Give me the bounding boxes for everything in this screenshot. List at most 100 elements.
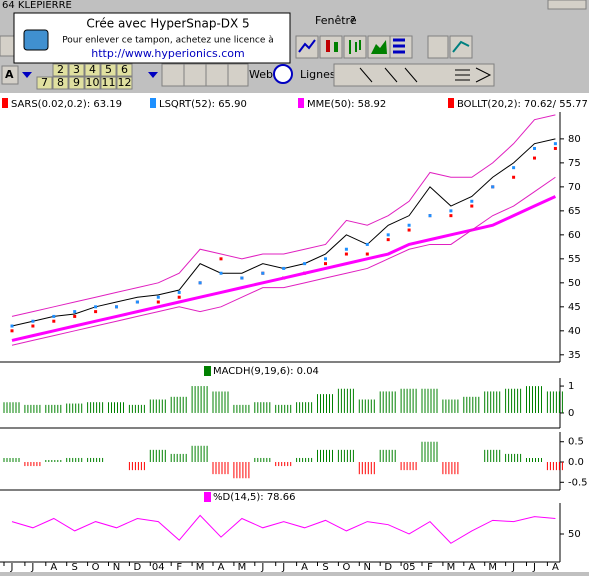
legend-swatch [448, 98, 454, 108]
indicator-dot [533, 146, 536, 150]
indicator-dot [324, 262, 327, 266]
indicator-dot [386, 238, 390, 242]
x-tick-label: J [532, 562, 536, 572]
panel-title: %D(14,5): 78.66 [213, 492, 295, 503]
menu-item[interactable]: ? [350, 14, 356, 27]
tool-button[interactable] [183, 63, 207, 87]
indicator-dot [10, 324, 14, 328]
x-tick-label: A [552, 562, 559, 572]
window-buttons[interactable] [547, 0, 587, 10]
button-label[interactable]: Lignes [300, 68, 336, 81]
indicator-dot [407, 228, 411, 232]
x-tick-label: S [322, 562, 328, 572]
x-tick-label: A [218, 562, 225, 572]
indicator-dot [31, 319, 35, 323]
indicator-dot [156, 295, 160, 299]
x-tick-label: J [10, 562, 14, 572]
indicator-dot [470, 199, 474, 203]
stamp-url[interactable]: http://www.hyperionics.com [91, 47, 245, 60]
tool-button[interactable] [319, 35, 343, 59]
stamp-text: Pour enlever ce tampon, achetez une lice… [62, 36, 274, 46]
bollinger-lower [11, 176, 556, 346]
period-label: 5 [105, 63, 112, 76]
period-button[interactable] [36, 76, 53, 90]
tool-button[interactable] [205, 63, 229, 87]
indicator-dot [282, 266, 286, 270]
y-tick-label: 0.0 [568, 457, 584, 468]
icon [298, 39, 316, 53]
indicator-dot [52, 319, 56, 323]
menu-item[interactable]: Fenêtre [315, 14, 357, 27]
period-button[interactable] [68, 63, 85, 77]
indicator-dot [156, 300, 160, 304]
y-tick-label: 80 [568, 134, 581, 145]
legend-label: MME(50): 58.92 [307, 99, 386, 110]
indicator-dot [365, 252, 369, 256]
toolbar [0, 35, 473, 59]
button-label[interactable]: Web [249, 68, 273, 81]
series-line [11, 514, 556, 544]
indicator-dot [177, 290, 181, 294]
line-tools[interactable] [333, 63, 495, 87]
tool-button[interactable] [227, 63, 249, 87]
period-button[interactable] [84, 63, 101, 77]
tool-button[interactable] [161, 63, 185, 87]
x-tick-label: F [176, 562, 182, 572]
icon [455, 67, 492, 83]
legend-swatch [150, 98, 156, 108]
y-tick-label: 55 [568, 254, 581, 265]
period-button[interactable] [52, 63, 69, 77]
y-tick-label: 70 [568, 182, 581, 193]
y-tick-label: -0.5 [568, 477, 588, 488]
y-tick-label: 65 [568, 206, 581, 217]
period-label: 3 [73, 63, 80, 76]
indicator-dot [344, 252, 348, 256]
legend-label: BOLLT(20,2): 70.62/ 55.77 [457, 99, 588, 110]
indicator-dot [553, 146, 557, 150]
legend-swatch [2, 98, 8, 108]
y-tick-label: 60 [568, 230, 581, 241]
x-tick-label: N [364, 562, 371, 572]
indicator-dot [533, 156, 536, 160]
button-label: A [5, 68, 14, 81]
legend-swatch [298, 98, 304, 108]
indicator-dot [449, 214, 453, 218]
x-tick-label: M [238, 562, 247, 572]
icon [371, 40, 387, 54]
indicator-dot [261, 271, 265, 275]
title-bar [0, 0, 589, 10]
indicator-dot [135, 300, 139, 304]
period-button[interactable] [84, 76, 101, 90]
indicator-dot [491, 185, 495, 189]
legend-label: LSQRT(52): 65.90 [159, 99, 247, 110]
period-label: 7 [41, 76, 48, 89]
indicator-dot [407, 223, 411, 227]
period-button[interactable] [100, 63, 117, 77]
period-label: 10 [86, 76, 100, 89]
toolbar: A 2 3 4 5 6 7 8 9 10 11 12 Web Lignes [1, 63, 495, 90]
web-icon[interactable] [273, 64, 293, 84]
tool-button[interactable] [427, 35, 449, 59]
period-button[interactable] [52, 76, 69, 90]
period-button[interactable] [100, 76, 117, 90]
x-tick-label: J [30, 562, 34, 572]
indicator-dot [73, 310, 77, 314]
period-label: 11 [102, 76, 116, 89]
x-tick-label: J [511, 562, 515, 572]
y-tick-label: 35 [568, 350, 581, 361]
indicator-dot [449, 209, 453, 213]
font-button[interactable] [1, 65, 19, 85]
period-label: 2 [57, 63, 64, 76]
y-tick-label: 50 [568, 529, 581, 540]
icon [393, 38, 405, 54]
tool-button[interactable] [449, 35, 473, 59]
period-button[interactable] [116, 63, 133, 77]
x-tick-label: F [427, 562, 433, 572]
icon [22, 72, 32, 78]
period-button[interactable] [68, 76, 85, 90]
x-tick-label: A [468, 562, 475, 572]
period-button[interactable] [116, 76, 133, 90]
y-tick-label: 50 [568, 278, 581, 289]
indicator-dot [428, 214, 432, 218]
